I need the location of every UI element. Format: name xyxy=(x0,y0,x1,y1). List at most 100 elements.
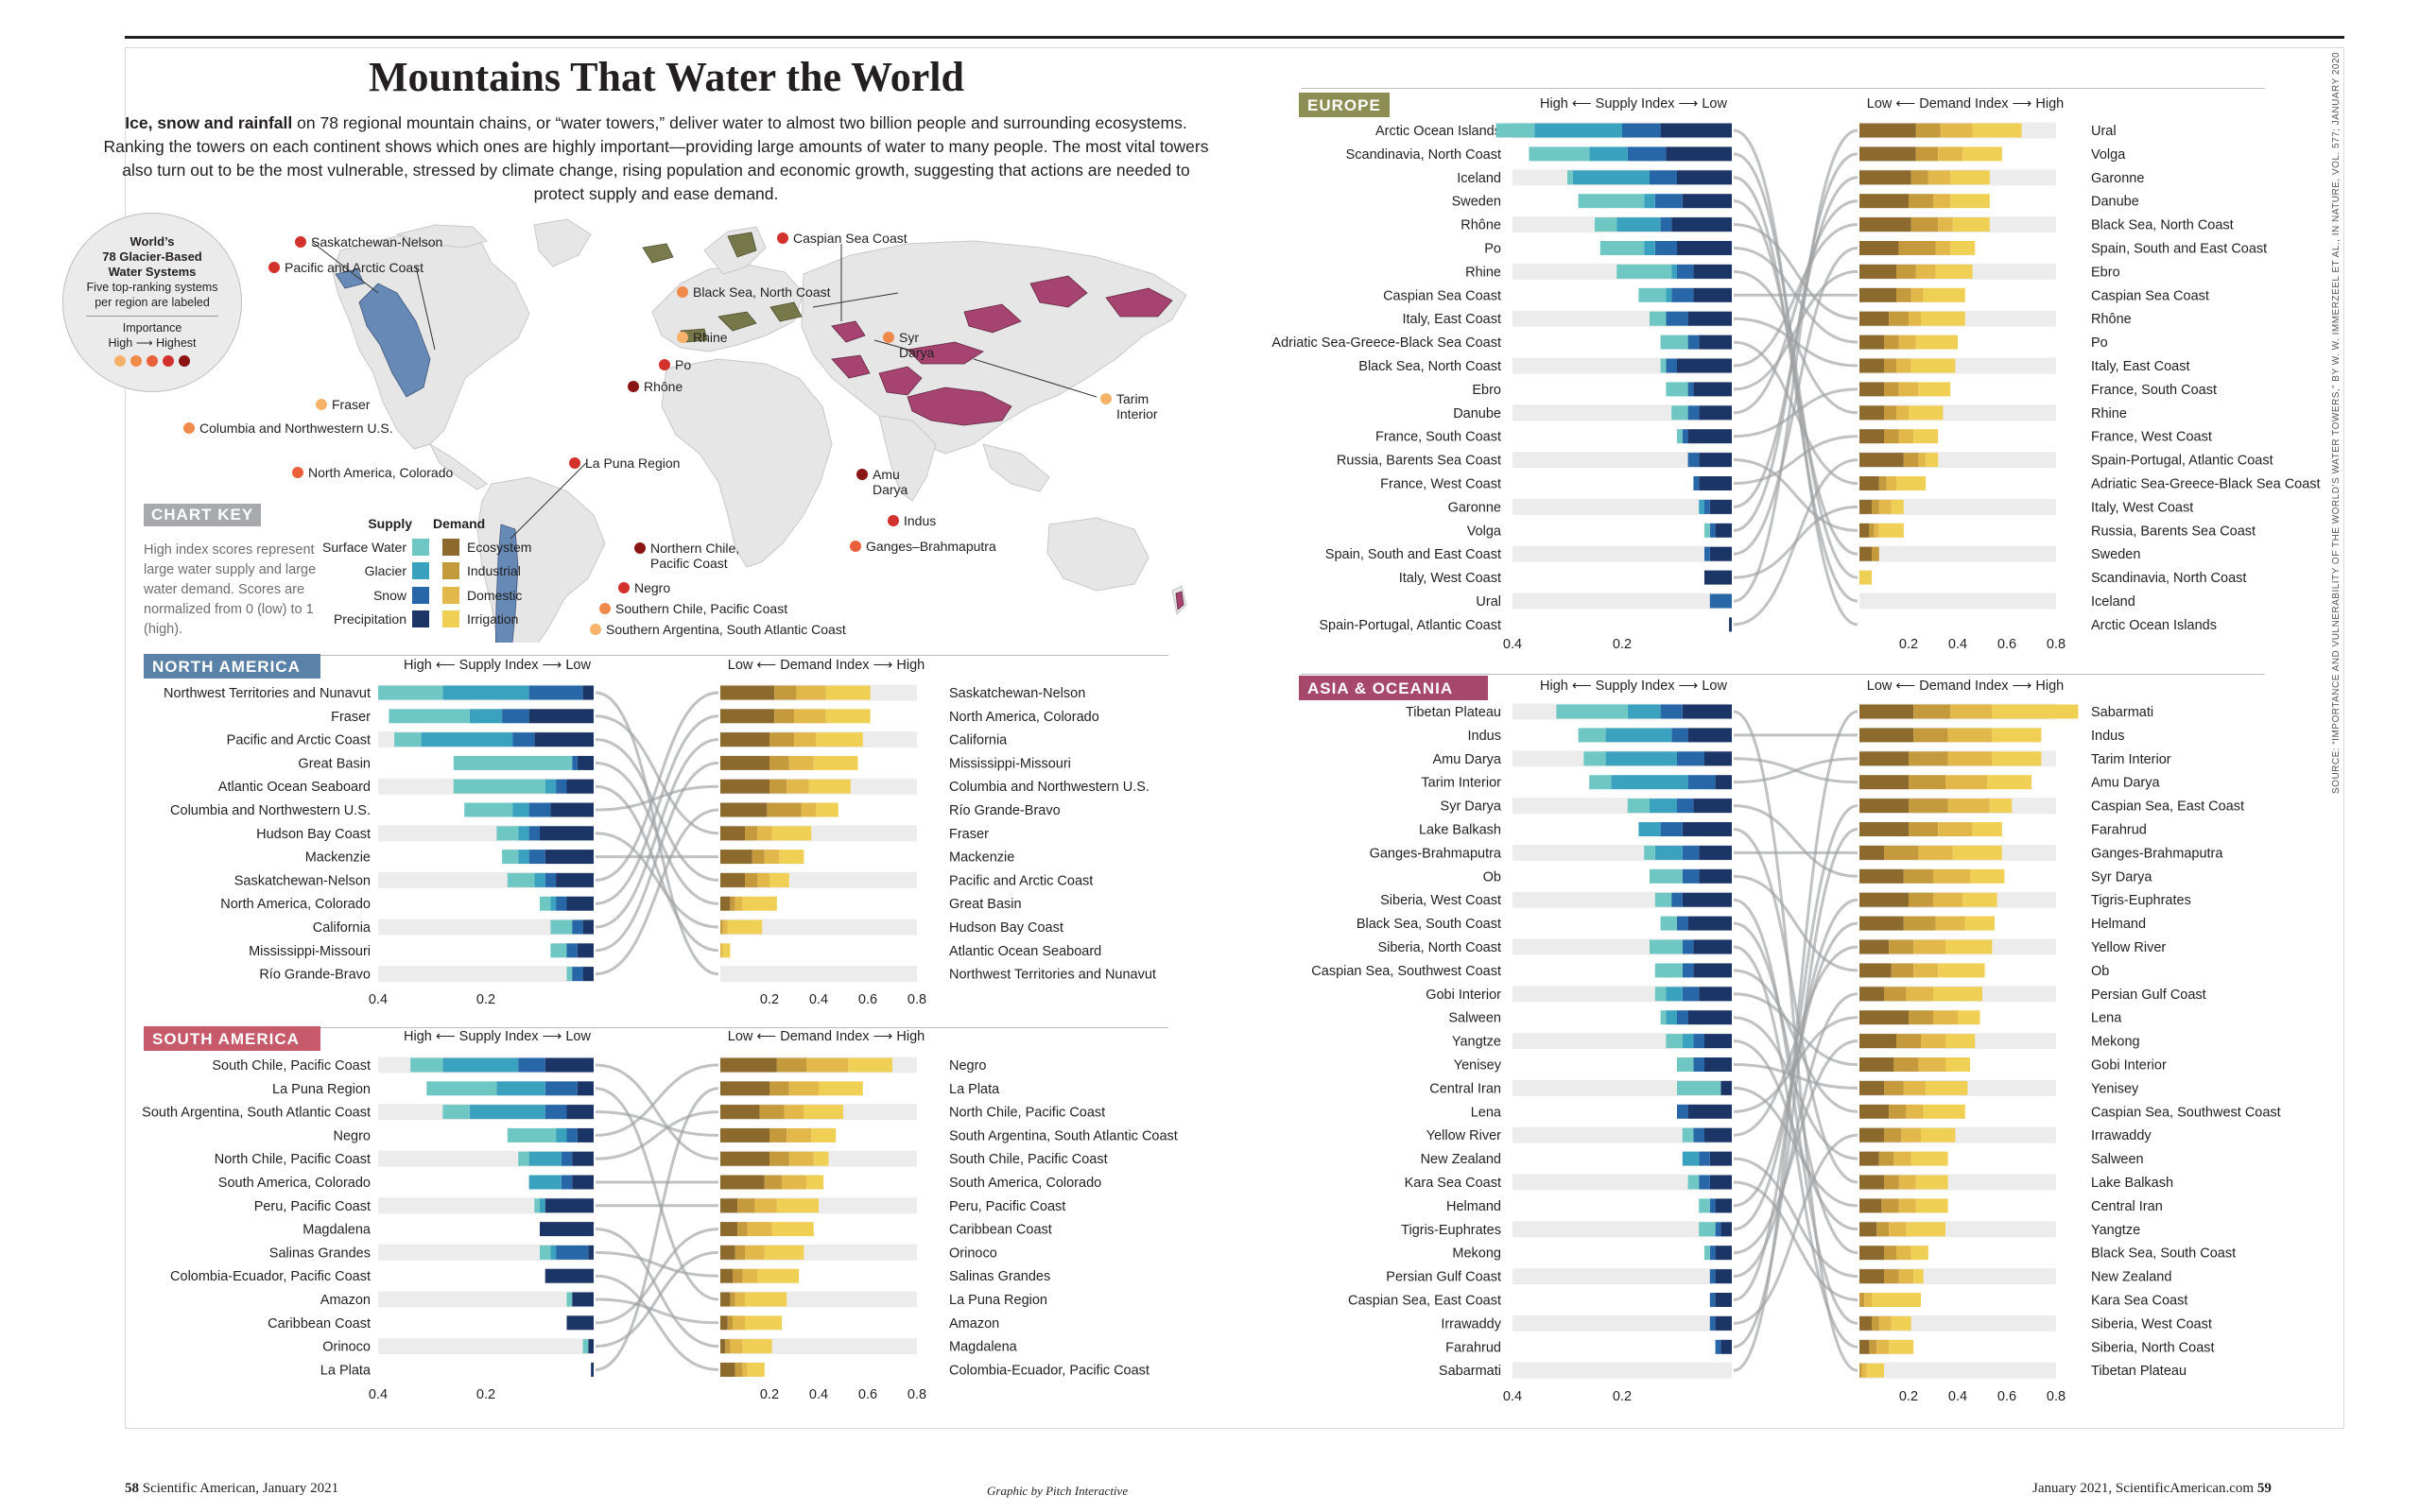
alps-region xyxy=(717,311,757,332)
demand-label-france-south-coast: France, South Coast xyxy=(2091,383,2217,398)
supply-label-orinoco: Orinoco xyxy=(322,1340,371,1355)
supply-bar-columbia-and-northwestern-u-s-2 xyxy=(528,802,551,817)
supply-label-north-america-colorado: North America, Colorado xyxy=(220,897,371,912)
demand-label-caspian-sea-east-coast: Caspian Sea, East Coast xyxy=(2091,799,2244,815)
demand-bar-italy-east-coast-1 xyxy=(1884,358,1896,373)
demand-bar-italy-west-coast-1 xyxy=(1872,499,1879,514)
demand-bar-garonne-3 xyxy=(1950,170,1990,185)
demand-bar-italy-east-coast-2 xyxy=(1896,358,1911,373)
supply-bar-south-chile-pacific-coast-0 xyxy=(410,1057,443,1073)
supply-bar-north-america-colorado-1 xyxy=(550,896,557,911)
demand-bar-tarim-interior-1 xyxy=(1909,751,1948,766)
demand-label-la-puna-region: La Puna Region xyxy=(949,1293,1047,1308)
key-demand-label: Irrigation xyxy=(467,611,519,627)
demand-bar-amazon-3 xyxy=(745,1315,782,1331)
map-name-black-sea-north-coast: Black Sea, North Coast xyxy=(693,284,831,300)
supply-label-pacific-and-arctic-coast: Pacific and Arctic Coast xyxy=(227,733,371,748)
link-saskatchewan-nelson xyxy=(595,691,719,882)
supply-label-la-plata: La Plata xyxy=(320,1363,372,1378)
supply-bar-po-0 xyxy=(1599,241,1645,255)
tianshan-region xyxy=(907,341,984,365)
region-chip-label: SOUTH AMERICA xyxy=(152,1030,300,1048)
demand-bar-syr-darya-3 xyxy=(1970,868,2005,884)
demand-bar-magdalena-3 xyxy=(742,1339,772,1354)
demand-bar-ural-3 xyxy=(1972,123,2022,138)
key-supply-swatch xyxy=(412,586,429,604)
caucasus-region xyxy=(831,320,866,343)
demand-bar-rhine-2 xyxy=(1896,405,1909,421)
demand-bar-spain-south-and-east-coast-1 xyxy=(1898,241,1936,255)
supply-bar-north-america-colorado-0 xyxy=(540,896,551,911)
demand-bar-salween-0 xyxy=(1859,1151,1879,1166)
supply-bar-scandinavia-north-coast-1 xyxy=(1589,146,1628,162)
demand-label-salinas-grandes: Salinas Grandes xyxy=(949,1269,1050,1284)
supply-label-magdalena: Magdalena xyxy=(302,1223,372,1238)
demand-label-salween: Salween xyxy=(2091,1152,2144,1167)
map-label-la-puna-region: La Puna Region xyxy=(569,455,680,471)
demand-label-orinoco: Orinoco xyxy=(949,1246,997,1261)
demand-label-negro: Negro xyxy=(949,1058,987,1074)
supply-bar-new-zealand-3 xyxy=(1709,1151,1732,1166)
demand-label-peru-pacific-coast: Peru, Pacific Coast xyxy=(949,1199,1065,1214)
demand-bar-saskatchewan-nelson-3 xyxy=(825,685,871,700)
map-dot-la-puna-region xyxy=(569,457,580,469)
supply-bar-peru-pacific-coast-1 xyxy=(540,1198,545,1213)
supply-bar-magdalena-3 xyxy=(540,1222,594,1237)
supply-bar-ganges-brahmaputra-1 xyxy=(1654,845,1683,860)
key-demand-swatch xyxy=(442,538,459,556)
intro-text: Ice, snow and rainfall on 78 regional mo… xyxy=(98,112,1214,206)
supply-label-lena: Lena xyxy=(1471,1105,1502,1120)
link-la-puna-region xyxy=(595,1087,719,1301)
supply-label-great-basin: Great Basin xyxy=(298,756,371,771)
demand-bar-amazon-1 xyxy=(727,1315,733,1331)
supply-bar-pacific-and-arctic-coast-0 xyxy=(394,732,422,747)
demand-bar-fraser-3 xyxy=(771,826,812,841)
link-spain-portugal-atlantic-coast xyxy=(1733,458,1858,627)
demand-label-indus: Indus xyxy=(2091,729,2124,744)
supply-tick: 0.4 xyxy=(369,1387,388,1402)
demand-bar-siberia-north-coast-0 xyxy=(1859,1339,1870,1354)
intro-lead: Ice, snow and rainfall xyxy=(125,113,293,132)
map-dot-north-america-colorado xyxy=(292,467,303,478)
source-note: SOURCE: “IMPORTANCE AND VULNERABILITY OF… xyxy=(2331,51,2342,794)
key-demand-swatch xyxy=(442,586,459,604)
supply-bar-columbia-and-northwestern-u-s-1 xyxy=(512,802,529,817)
demand-label-farahrud: Farahrud xyxy=(2091,823,2147,838)
demand-bar-r-o-grande-bravo-1 xyxy=(767,802,802,817)
region-chip-label: NORTH AMERICA xyxy=(152,658,301,676)
demand-bar-yenisey-3 xyxy=(1926,1080,1968,1095)
supply-bar-russia-barents-sea-coast-2 xyxy=(1687,453,1700,468)
demand-bar-north-chile-pacific-coast-3 xyxy=(804,1105,843,1120)
legend-line2: 78 Glacier-Based xyxy=(102,249,202,264)
map-dot-pacific-and-arctic-coast xyxy=(268,262,280,273)
demand-bar-france-south-coast-3 xyxy=(1918,382,1951,397)
supply-bar-persian-gulf-coast-3 xyxy=(1715,1269,1732,1284)
demand-label-volga: Volga xyxy=(2091,147,2126,163)
supply-bar-spain-south-and-east-coast-2 xyxy=(1704,546,1710,561)
supply-bar-mississippi-missouri-3 xyxy=(577,943,594,958)
demand-bar-saskatchewan-nelson-2 xyxy=(796,685,826,700)
demand-bar-persian-gulf-coast-3 xyxy=(1933,987,1982,1002)
demand-bar-rh-ne-1 xyxy=(1889,311,1909,326)
demand-bar-gobi-interior-1 xyxy=(1893,1057,1919,1072)
supply-label-south-america-colorado: South America, Colorado xyxy=(218,1176,371,1191)
supply-bar-fraser-1 xyxy=(469,709,503,724)
supply-label-negro: Negro xyxy=(334,1128,372,1143)
demand-bar-salinas-grandes-3 xyxy=(757,1268,800,1283)
map-name-po: Po xyxy=(675,357,691,372)
link-la-plata xyxy=(595,1087,719,1371)
demand-bar-po-0 xyxy=(1859,335,1884,350)
supply-bar-northwest-territories-and-nunavut-2 xyxy=(528,685,583,700)
demand-bar-colombia-ecuador-pacific-coast-2 xyxy=(742,1362,748,1377)
supply-row-bg xyxy=(1512,498,1732,515)
supply-bar-south-argentina-south-atlantic-coast-0 xyxy=(442,1105,470,1120)
supply-bar-saskatchewan-nelson-2 xyxy=(544,872,557,887)
link-fraser xyxy=(595,714,719,835)
demand-label-amu-darya: Amu Darya xyxy=(2091,776,2160,791)
supply-bar-adriatic-sea-greece-black-sea-coast-3 xyxy=(1699,335,1732,350)
supply-bar-northwest-territories-and-nunavut-0 xyxy=(378,685,443,700)
supply-bar-north-chile-pacific-coast-2 xyxy=(561,1151,573,1166)
demand-bar-mississippi-missouri-0 xyxy=(720,755,769,770)
link-danube xyxy=(1733,199,1858,415)
chart-na: NORTH AMERICA High ⟵ Supply Index ⟶ Low Lo… xyxy=(144,654,1156,1007)
